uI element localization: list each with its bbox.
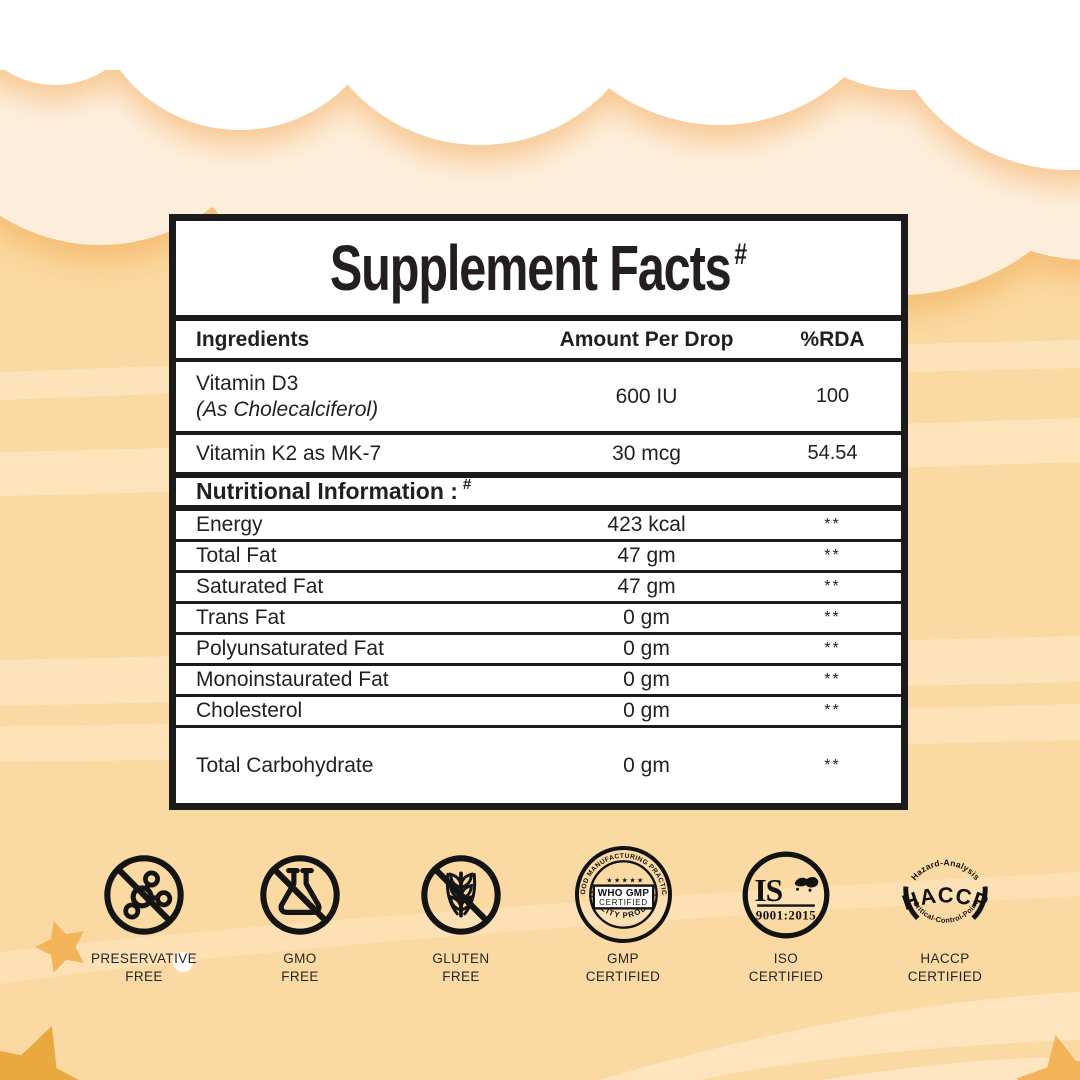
supplement-facts-panel: Supplement Facts # Ingredients Amount Pe… — [169, 214, 908, 810]
nutrition-row: Energy 423 kcal ** — [176, 511, 901, 542]
nutrition-amount: 0 gm — [623, 699, 670, 722]
ingredient-row: Vitamin D3 (As Cholecalciferol) 600 IU 1… — [176, 362, 901, 435]
nutrition-amount: 0 gm — [623, 668, 670, 691]
nutrition-label: Cholesterol — [196, 699, 303, 722]
gmp-stamp-center-line2: CERTIFIED — [599, 898, 648, 907]
nutrition-section-header: Nutritional Information : # — [176, 476, 901, 511]
no-gluten-wheat-icon — [421, 854, 501, 935]
badge-label-line1: ISO — [773, 951, 799, 966]
nutrition-rda: ** — [824, 702, 841, 719]
ingredient-row: Vitamin K2 as MK-7 30 mcg 54.54 — [176, 435, 901, 478]
haccp-stamp-center-text: HACCP — [898, 882, 990, 915]
nutrition-rda: ** — [824, 578, 841, 595]
ingredient-amount: 600 IU — [615, 384, 678, 408]
no-gmo-flask-icon — [260, 854, 340, 935]
badge-gmo-free: GMO FREE — [215, 845, 385, 985]
badge-label-line2: CERTIFIED — [748, 968, 824, 984]
nutrition-amount: 47 gm — [617, 544, 676, 567]
nutrition-label: Saturated Fat — [196, 575, 324, 598]
gmp-stamp-center-line1: WHO GMP — [597, 888, 649, 899]
panel-title: Supplement Facts — [329, 232, 732, 304]
gmp-stamp-stars: ★★★★★ — [606, 878, 644, 885]
section-hash-sup: # — [462, 476, 472, 493]
nutrition-rda: ** — [824, 640, 841, 657]
badge-label-line2: CERTIFIED — [907, 968, 983, 984]
iso-globe-stamp-icon: IS 9001:2015 — [742, 851, 830, 938]
title-hash-sup: # — [734, 238, 748, 271]
nutrition-label: Trans Fat — [196, 606, 286, 629]
column-header-row: Ingredients Amount Per Drop %RDA — [176, 321, 901, 362]
badge-gmp-certified: GOOD MANUFACTURING PRACTICE QUALITY PROD… — [538, 845, 708, 985]
ingredient-rda: 100 — [815, 385, 850, 407]
nutrition-row: Saturated Fat 47 gm ** — [176, 573, 901, 604]
ingredient-subname: (As Cholecalciferol) — [196, 397, 379, 421]
nutrition-rda: ** — [824, 547, 841, 564]
nutrition-amount: 423 kcal — [607, 513, 686, 536]
badge-label-line2: FREE — [281, 968, 319, 984]
ingredients-column-header: Ingredients — [196, 327, 310, 351]
badge-label-line1: GMP — [607, 951, 639, 966]
badge-label-line2: FREE — [442, 968, 480, 984]
ingredient-rda: 54.54 — [807, 442, 858, 464]
badge-label-line2: FREE — [125, 968, 163, 984]
iso-stamp-main-text: IS — [754, 872, 782, 907]
nutrition-amount: 0 gm — [623, 637, 670, 660]
badge-label-line1: GMO — [283, 951, 317, 966]
globe-icon — [794, 876, 819, 892]
nutrition-amount: 47 gm — [617, 575, 676, 598]
nutrition-row: Total Carbohydrate 0 gm ** — [176, 728, 901, 803]
badge-iso-certified: IS 9001:2015 ISO CERTIFIED — [701, 845, 871, 985]
badge-haccp-certified: Hazard-Analysis HACCP Critical-Control-P… — [860, 845, 1030, 985]
badge-gluten-free: GLUTEN FREE — [376, 845, 546, 985]
haccp-stamp-icon: Hazard-Analysis HACCP Critical-Control-P… — [898, 857, 991, 924]
nutrition-rda: ** — [824, 756, 841, 774]
nutrition-label: Energy — [196, 513, 263, 536]
amount-column-header: Amount Per Drop — [559, 327, 734, 351]
rda-column-header: %RDA — [800, 327, 865, 351]
badge-label-line1: HACCP — [920, 951, 970, 966]
nutrition-rda: ** — [824, 671, 841, 688]
svg-text:HACCP: HACCP — [898, 882, 991, 915]
badge-label-line2: CERTIFIED — [585, 968, 661, 984]
ingredient-amount: 30 mcg — [612, 441, 681, 465]
nutrition-row: Trans Fat 0 gm ** — [176, 604, 901, 635]
nutrition-row: Polyunsaturated Fat 0 gm ** — [176, 635, 901, 666]
ingredient-name: Vitamin K2 as MK-7 — [196, 441, 382, 465]
nutrition-amount: 0 gm — [623, 753, 670, 777]
haccp-stamp-top-text: Hazard-Analysis — [908, 857, 981, 882]
white-dot — [173, 952, 193, 972]
nutrition-section-title: Nutritional Information : — [196, 478, 458, 504]
iso-stamp-sub-text: 9001:2015 — [756, 907, 816, 922]
cloud-layer-white — [0, 0, 1080, 170]
ingredient-name: Vitamin D3 — [196, 371, 299, 395]
nutrition-row: Cholesterol 0 gm ** — [176, 697, 901, 728]
nutrition-row: Monoinstaurated Fat 0 gm ** — [176, 666, 901, 697]
no-preservative-icon — [104, 854, 184, 935]
nutrition-label: Polyunsaturated Fat — [196, 637, 384, 660]
svg-text:Hazard-Analysis: Hazard-Analysis — [908, 857, 981, 882]
nutrition-label: Monoinstaurated Fat — [196, 668, 389, 691]
badge-label-line1: PRESERVATIVE — [90, 951, 198, 966]
nutrition-rda: ** — [824, 516, 841, 533]
gmp-stamp-icon: GOOD MANUFACTURING PRACTICE QUALITY PROD… — [574, 845, 672, 944]
badge-preservative-free: PRESERVATIVE FREE — [59, 845, 229, 985]
nutrition-label: Total Carbohydrate — [196, 753, 374, 777]
nutrition-row: Total Fat 47 gm ** — [176, 542, 901, 573]
badge-label-line1: GLUTEN — [432, 951, 490, 966]
panel-title-block: Supplement Facts # — [176, 221, 901, 321]
nutrition-label: Total Fat — [196, 544, 277, 567]
nutrition-amount: 0 gm — [623, 606, 670, 629]
nutrition-rda: ** — [824, 609, 841, 626]
